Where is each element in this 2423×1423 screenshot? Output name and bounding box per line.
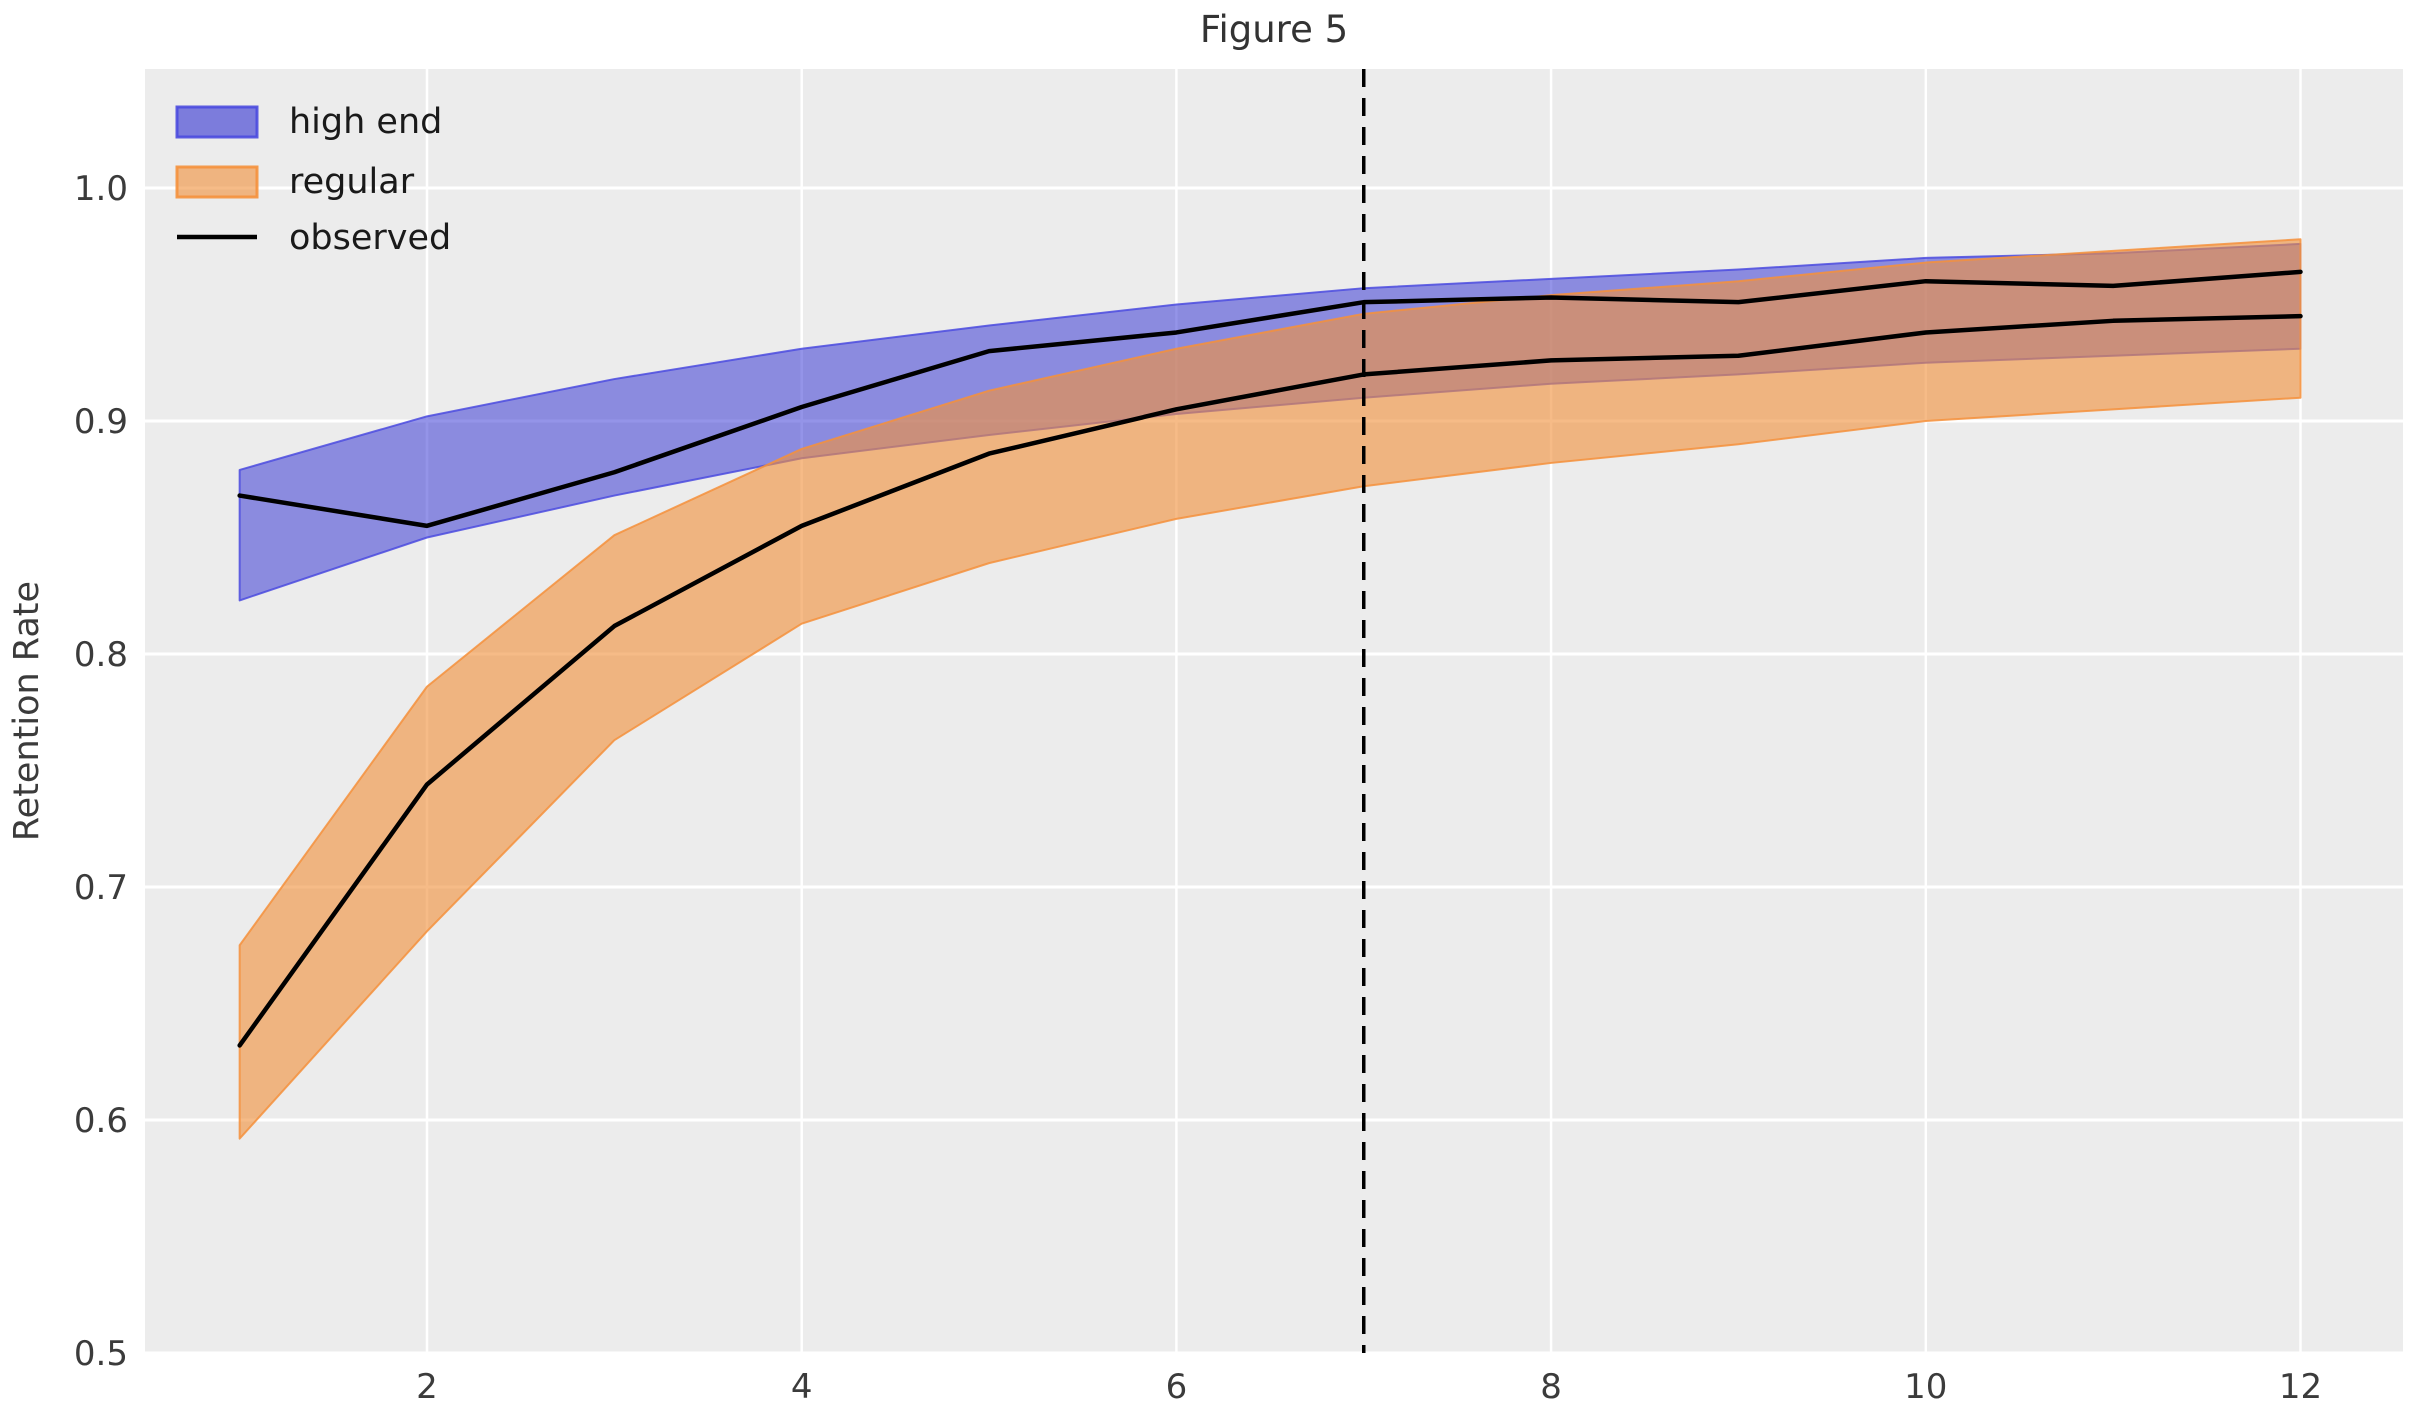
y-tick-1.0: 1.0 — [74, 169, 128, 209]
y-tick-0.8: 0.8 — [74, 635, 128, 675]
chart-title: Figure 5 — [1200, 8, 1348, 51]
x-tick-2: 2 — [416, 1367, 438, 1407]
x-tick-8: 8 — [1540, 1367, 1562, 1407]
observed-high-end-line — [237, 269, 2303, 529]
observed-regular-line — [237, 313, 2303, 1048]
y-tick-0.7: 0.7 — [74, 868, 128, 908]
x-tick-10: 10 — [1904, 1367, 1947, 1407]
y-tick-0.9: 0.9 — [74, 402, 128, 442]
legend-swatch-high-end — [175, 105, 259, 139]
x-tick-6: 6 — [1166, 1367, 1188, 1407]
observed-lines — [237, 269, 2303, 1048]
legend-swatch-regular — [175, 165, 259, 199]
x-axis-tick-labels: 2 4 6 8 10 12 — [416, 1367, 2322, 1407]
y-tick-0.6: 0.6 — [74, 1101, 128, 1141]
legend-label-regular: regular — [289, 162, 415, 202]
x-tick-12: 12 — [2279, 1367, 2322, 1407]
legend-label-observed: observed — [289, 218, 451, 258]
legend-label-high-end: high end — [289, 102, 442, 142]
x-tick-4: 4 — [791, 1367, 813, 1407]
legend: high end regular observed — [175, 102, 451, 258]
y-axis-label: Retention Rate — [7, 581, 47, 841]
y-axis-tick-labels: 1.0 0.9 0.8 0.7 0.6 0.5 — [74, 169, 128, 1374]
band-regular — [238, 238, 2302, 1140]
y-tick-0.5: 0.5 — [74, 1334, 128, 1374]
confidence-bands — [238, 238, 2302, 1140]
